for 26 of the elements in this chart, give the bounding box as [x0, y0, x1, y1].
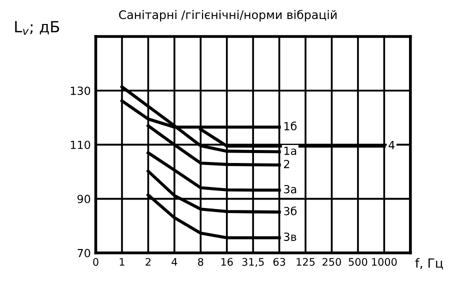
- x-tick-label: 16: [221, 258, 233, 266]
- x-tick-label: 125: [296, 258, 315, 266]
- x-tick-label: 1: [120, 258, 124, 266]
- series-label: 3а: [284, 184, 296, 194]
- y-tick-label: 130: [70, 86, 90, 95]
- series-label: 4: [388, 141, 395, 150]
- x-axis-title: f, Гц: [415, 258, 443, 270]
- y-tick-label: 90: [77, 194, 90, 204]
- series-label: 2: [284, 160, 290, 168]
- x-tick-label: 2: [146, 258, 150, 266]
- y-tick-label: 110: [70, 140, 90, 150]
- x-tick-label: 4: [172, 258, 178, 266]
- x-tick-label: 63: [273, 258, 286, 266]
- x-tick-label: 0: [93, 258, 98, 266]
- series-label: 3б: [284, 206, 297, 216]
- x-tick-label: 8: [198, 258, 204, 266]
- x-tick-label: 500: [348, 258, 368, 266]
- x-tick-label: 250: [322, 258, 341, 266]
- x-tick-label: 1000: [372, 258, 397, 266]
- chart-title: Санітарні /гігієнічні/норми вібрацій: [119, 10, 337, 22]
- series-label: 1б: [284, 122, 297, 130]
- series-label: 1а: [284, 146, 296, 155]
- x-tick-label: 31,5: [242, 258, 264, 267]
- y-axis-title: L$_{v}$; дБ: [15, 21, 60, 35]
- y-tick-label: 70: [78, 248, 90, 258]
- series-label: 3в: [284, 232, 296, 241]
